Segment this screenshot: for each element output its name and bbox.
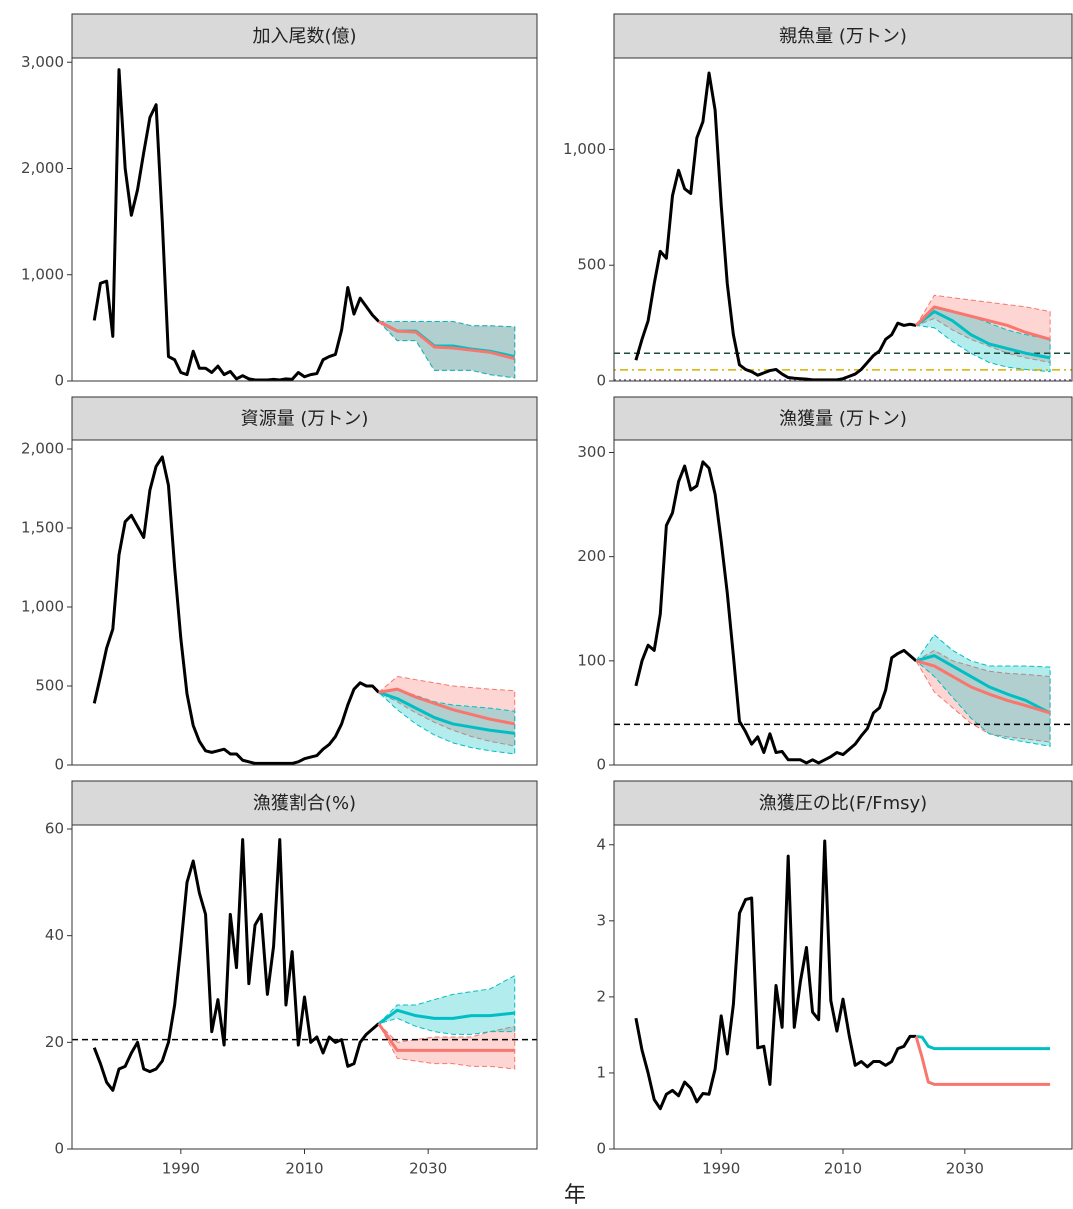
panel-title: 漁獲割合(%) — [253, 793, 356, 814]
panel-title: 親魚量 (万トン) — [779, 26, 907, 47]
data-line — [915, 305, 1051, 341]
y-tick-label: 500 — [577, 256, 606, 274]
strip — [71, 13, 538, 59]
y-tick-label: 1,000 — [21, 265, 64, 283]
x-tick-label: 2030 — [946, 1160, 984, 1178]
y-tick-label: 2,000 — [21, 159, 64, 177]
panel-title: 加入尾数(億) — [252, 26, 356, 47]
y-tick-label: 0 — [596, 1140, 606, 1158]
data-line — [634, 460, 918, 765]
plot-frame — [613, 824, 1073, 1150]
plot-frame — [613, 57, 1073, 382]
strip — [613, 396, 1073, 441]
y-tick-label: 4 — [596, 835, 606, 853]
y-tick-label: 3,000 — [21, 53, 64, 71]
data-line — [634, 71, 917, 382]
data-line — [92, 455, 380, 765]
data-line — [914, 1036, 1051, 1086]
strip — [613, 780, 1073, 826]
band — [378, 1023, 516, 1070]
data-line — [92, 68, 380, 382]
strip — [71, 396, 538, 441]
plot-frame — [71, 439, 538, 766]
x-axis-title: 年 — [564, 1183, 586, 1208]
y-tick-label: 0 — [54, 756, 64, 774]
strip — [613, 13, 1073, 59]
strip — [71, 780, 538, 826]
y-tick-label: 1 — [596, 1063, 606, 1081]
y-tick-label: 3 — [596, 911, 606, 929]
y-tick-label: 1,000 — [563, 140, 606, 158]
data-line — [915, 654, 1051, 715]
y-tick-label: 100 — [577, 651, 606, 669]
data-line — [915, 310, 1051, 360]
band — [376, 974, 516, 1035]
x-tick-label: 2030 — [409, 1160, 447, 1178]
panel-title: 資源量 (万トン) — [241, 409, 369, 430]
y-tick-label: 0 — [596, 372, 606, 390]
y-tick-label: 0 — [54, 372, 64, 390]
y-tick-label: 1,000 — [21, 598, 64, 616]
y-tick-label: 0 — [54, 1140, 64, 1158]
plot-frame — [71, 824, 538, 1150]
data-line — [378, 690, 515, 735]
data-line — [915, 1034, 1051, 1051]
x-tick-label: 2010 — [824, 1160, 862, 1178]
panel-title: 漁獲圧の比(F/Fmsy) — [759, 793, 927, 814]
y-tick-label: 2 — [596, 987, 606, 1005]
data-line — [378, 320, 516, 361]
y-tick-label: 200 — [577, 547, 606, 565]
y-tick-label: 1,500 — [21, 519, 64, 537]
data-line — [377, 1008, 515, 1025]
plot-frame — [613, 439, 1073, 766]
band — [377, 321, 516, 379]
plot-frame — [71, 57, 538, 382]
x-tick-label: 1990 — [702, 1160, 740, 1178]
x-tick-label: 1990 — [162, 1160, 200, 1178]
y-tick-label: 0 — [596, 756, 606, 774]
data-line — [92, 838, 380, 1092]
y-tick-label: 300 — [577, 443, 606, 461]
y-tick-label: 60 — [45, 820, 64, 838]
x-tick-label: 2010 — [285, 1160, 323, 1178]
panel-title: 漁獲量 (万トン) — [779, 409, 907, 430]
data-line — [378, 687, 516, 726]
y-tick-label: 20 — [45, 1033, 64, 1051]
data-line — [634, 839, 917, 1111]
y-tick-label: 500 — [35, 677, 64, 695]
data-line — [377, 1022, 515, 1052]
y-tick-label: 2,000 — [21, 440, 64, 458]
data-line — [915, 659, 1051, 715]
y-tick-label: 40 — [45, 926, 64, 944]
